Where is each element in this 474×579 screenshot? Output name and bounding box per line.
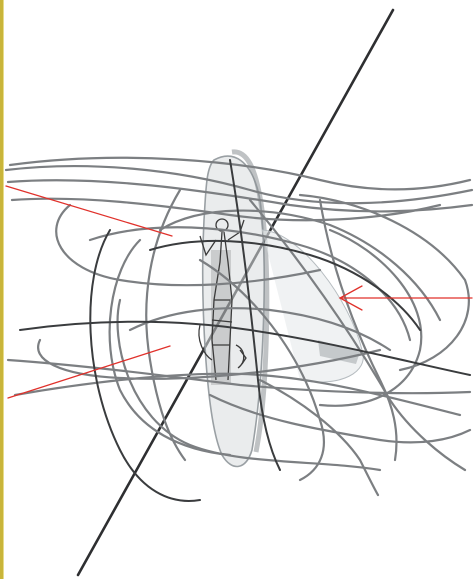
- etched-figure: [198, 218, 247, 381]
- left-border-rule: [0, 0, 3, 579]
- wire-tangle-dark: [19, 159, 471, 502]
- annotation-line-top-left: [5, 185, 173, 237]
- annotation-arrows: [5, 185, 473, 399]
- left-border-rule-inner: [3, 0, 4, 579]
- wire-tangle: [4, 156, 474, 497]
- annotation-arrowhead-right: [338, 285, 363, 311]
- annotation-line-bottom-left: [7, 345, 171, 399]
